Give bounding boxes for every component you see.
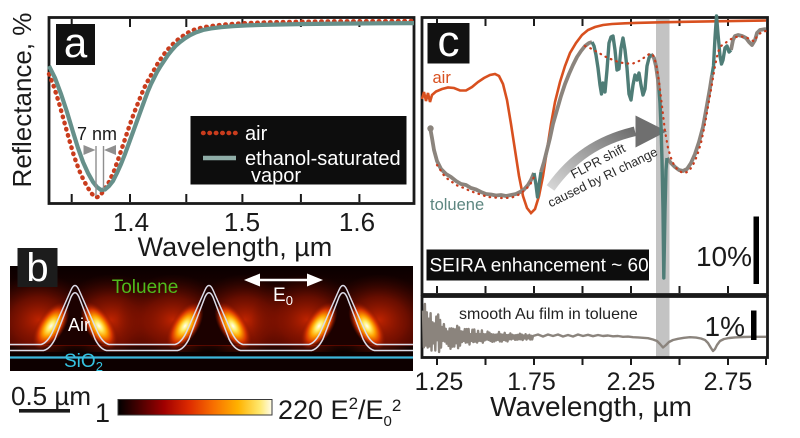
svg-text:Wavelength, µm: Wavelength, µm <box>138 232 333 262</box>
svg-text:1.4: 1.4 <box>113 207 149 237</box>
svg-text:7 nm: 7 nm <box>77 124 117 144</box>
svg-text:1%: 1% <box>705 311 745 342</box>
svg-text:b: b <box>26 246 48 290</box>
svg-text:Reflectance, %: Reflectance, % <box>7 13 37 188</box>
svg-text:air: air <box>245 123 268 145</box>
svg-text:10%: 10% <box>696 241 752 272</box>
svg-text:2.75: 2.75 <box>704 368 753 396</box>
svg-text:2.25: 2.25 <box>607 368 656 396</box>
svg-text:smooth Au film in toluene: smooth Au film in toluene <box>459 306 638 323</box>
svg-text:air: air <box>433 69 452 87</box>
svg-text:1: 1 <box>95 398 110 428</box>
svg-text:SEIRA enhancement ~ 60: SEIRA enhancement ~ 60 <box>430 256 649 277</box>
svg-text:Wavelength, µm: Wavelength, µm <box>490 391 692 422</box>
svg-text:SiO2: SiO2 <box>64 351 103 374</box>
svg-text:a: a <box>64 19 88 66</box>
svg-text:c: c <box>438 17 460 66</box>
svg-text:ethanol-saturated: ethanol-saturated <box>245 148 401 170</box>
svg-text:1.5: 1.5 <box>224 207 260 237</box>
svg-text:toluene: toluene <box>430 196 484 214</box>
svg-text:0.5 µm: 0.5 µm <box>11 381 91 411</box>
svg-text:220 E2/E02: 220 E2/E02 <box>278 394 401 430</box>
svg-text:1.75: 1.75 <box>507 368 556 396</box>
svg-text:Air: Air <box>68 315 90 335</box>
svg-text:vapor: vapor <box>251 165 301 187</box>
svg-text:1.6: 1.6 <box>339 207 375 237</box>
svg-text:1.25: 1.25 <box>415 368 464 396</box>
svg-text:Toluene: Toluene <box>112 277 179 298</box>
